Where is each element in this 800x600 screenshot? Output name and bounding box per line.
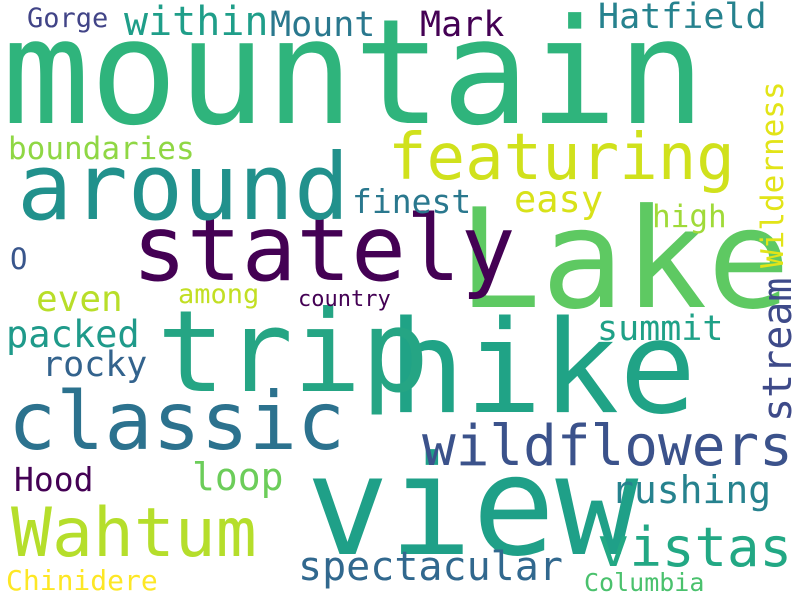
word-easy: easy <box>514 178 604 221</box>
word-vistas: vistas <box>597 516 793 579</box>
word-gorge: Gorge <box>27 3 109 34</box>
word-mountain: mountain <box>2 0 706 158</box>
word-chinidere: Chinidere <box>6 564 158 597</box>
word-within: within <box>124 0 269 45</box>
word-rocky: rocky <box>42 345 148 385</box>
word-wahtum: Wahtum <box>11 494 257 573</box>
word-lake: Lake <box>458 179 791 340</box>
word-boundaries: boundaries <box>8 131 195 167</box>
word-view: view <box>306 426 639 587</box>
word-columbia: Columbia <box>584 568 705 597</box>
word-rushing: rushing <box>611 468 772 512</box>
word-wilderness: Wilderness <box>755 81 791 268</box>
word-hatfield: Hatfield <box>598 0 767 37</box>
word-trip: trip <box>157 286 430 418</box>
word-among: among <box>178 279 260 310</box>
word-mount: Mount <box>270 5 376 45</box>
word-hood: Hood <box>14 460 94 499</box>
word-classic: classic <box>8 375 346 468</box>
word-stately: stately <box>132 197 516 302</box>
word-around: around <box>17 134 350 241</box>
word-spectacular: spectacular <box>298 544 563 590</box>
word-featuring: featuring <box>388 121 735 195</box>
word-wildflowers: wildflowers <box>422 414 793 479</box>
word-finest: finest <box>352 182 472 221</box>
word-packed: packed <box>6 313 140 356</box>
word-stream: stream <box>755 277 800 423</box>
word-mark: Mark <box>420 5 505 45</box>
word-o: O <box>10 242 28 276</box>
word-high: high <box>652 199 727 235</box>
word-loop: loop <box>192 455 284 499</box>
word-even: even <box>36 279 123 320</box>
word-country: country <box>298 287 391 312</box>
word-hike: hike <box>388 294 697 443</box>
word-summit: summit <box>597 309 724 349</box>
